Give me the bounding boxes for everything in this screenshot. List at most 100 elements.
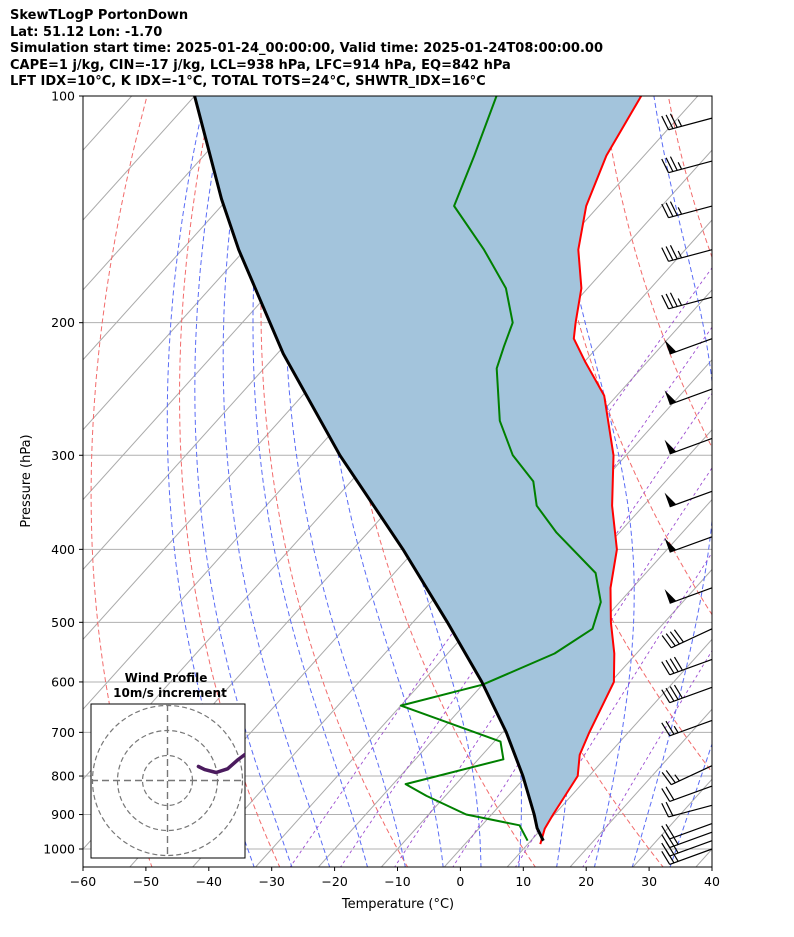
- isotherm: [569, 708, 712, 867]
- wind-barb: [664, 587, 713, 604]
- barb-full: [665, 659, 675, 674]
- barb-shaft: [669, 536, 713, 553]
- y-tick-label: 900: [51, 807, 75, 822]
- wind-barb: [661, 113, 713, 131]
- barb-full: [669, 292, 678, 307]
- barb-flag: [664, 439, 677, 454]
- wind-barb: [661, 656, 713, 676]
- wind-barb: [664, 388, 713, 405]
- x-tick-label: −10: [384, 874, 410, 889]
- inset-content: [91, 704, 245, 858]
- barb-shaft: [668, 804, 713, 818]
- dry-adiabat: [260, 96, 409, 867]
- barb-flag: [664, 589, 677, 604]
- isotherm: [83, 96, 322, 361]
- wind-barb: [661, 156, 713, 174]
- barb-shaft: [669, 831, 713, 849]
- barb-shaft: [668, 296, 713, 310]
- moist-adiabat: [631, 96, 712, 867]
- wind-barb: [661, 801, 713, 818]
- barb-full: [673, 684, 683, 699]
- dry-adiabat: [729, 79, 794, 868]
- x-tick-label: 0: [456, 874, 464, 889]
- barb-full: [665, 801, 674, 817]
- wind-barb: [664, 536, 713, 553]
- barb-full: [661, 689, 671, 704]
- wind-barb: [661, 822, 713, 840]
- barb-full: [661, 247, 670, 262]
- barb-full: [661, 661, 671, 676]
- barb-half: [673, 725, 679, 734]
- wind-barb: [661, 201, 713, 219]
- isotherm: [0, 79, 84, 868]
- barb-shaft: [669, 388, 713, 405]
- barb-full: [669, 113, 678, 128]
- barb-full: [661, 722, 671, 737]
- barb-full: [661, 842, 671, 857]
- barb-full: [661, 294, 670, 310]
- barb-full: [661, 788, 671, 802]
- mixing-ratio-line: [582, 649, 712, 867]
- barb-flag: [664, 339, 677, 355]
- profile-lines: [193, 96, 643, 845]
- y-tick-label: 800: [51, 769, 75, 784]
- isotherm: [83, 96, 259, 291]
- y-tick-label: 500: [51, 615, 75, 630]
- cape-shading: [194, 96, 642, 845]
- barb-half: [673, 846, 679, 854]
- barb-full: [665, 293, 674, 308]
- wind-barb: [664, 490, 713, 508]
- moist-adiabat: [252, 96, 369, 867]
- barb-shaft: [669, 587, 713, 604]
- barb-full: [669, 658, 679, 673]
- barb-shaft: [668, 117, 713, 131]
- barb-shaft: [669, 437, 713, 455]
- barb-full: [665, 720, 675, 735]
- location-line: Lat: 51.12 Lon: -1.70: [10, 24, 163, 40]
- y-tick-label: 100: [51, 89, 75, 104]
- barb-full: [665, 157, 674, 172]
- barb-shaft: [668, 249, 713, 262]
- barb-full: [669, 156, 678, 171]
- dry-adiabat: [472, 96, 712, 773]
- barb-full: [669, 631, 680, 645]
- wind-barb: [661, 628, 713, 649]
- barb-flag: [664, 390, 677, 405]
- dewpoint-line: [399, 96, 602, 842]
- y-tick-label: 1000: [43, 842, 75, 857]
- wind-barbs: [661, 113, 713, 865]
- temperature-line: [539, 96, 643, 845]
- barb-full: [669, 201, 678, 216]
- moist-adiabat: [194, 96, 293, 867]
- chart-header: SkewTLogP PortonDown Lat: 51.12 Lon: -1.…: [10, 8, 603, 91]
- barb-full: [669, 245, 678, 260]
- barb-shaft: [668, 160, 713, 174]
- barb-half: [677, 207, 683, 215]
- mixing-ratio-line: [394, 392, 712, 867]
- isotherm: [83, 96, 196, 221]
- barb-shaft: [669, 686, 713, 704]
- barb-half: [677, 162, 683, 170]
- wind-barb: [661, 292, 713, 310]
- barb-full: [665, 770, 676, 784]
- barb-full: [665, 246, 674, 261]
- y-tick-label: 400: [51, 542, 75, 557]
- x-tick-label: 10: [515, 874, 531, 889]
- barb-shaft: [668, 205, 713, 219]
- x-tick-label: 40: [704, 874, 720, 889]
- barb-half: [677, 298, 683, 306]
- wind-barb: [664, 437, 713, 455]
- axes: −60 −50 −40 −30 −20 −10 0 10 20 30 40 1000 900 800 700…: [43, 89, 720, 890]
- barb-full: [661, 115, 670, 131]
- isotherm: [506, 638, 712, 867]
- wind-barb: [661, 840, 713, 857]
- moist-adiabat: [222, 96, 331, 867]
- barb-shaft: [669, 840, 713, 857]
- wind-barb: [661, 785, 713, 803]
- barb-full: [661, 771, 672, 786]
- inset-subtitle: 10m/s increment: [113, 686, 227, 700]
- inset-title: Wind Profile: [125, 671, 208, 685]
- wind-barb: [661, 684, 713, 704]
- y-tick-label: 200: [51, 315, 75, 330]
